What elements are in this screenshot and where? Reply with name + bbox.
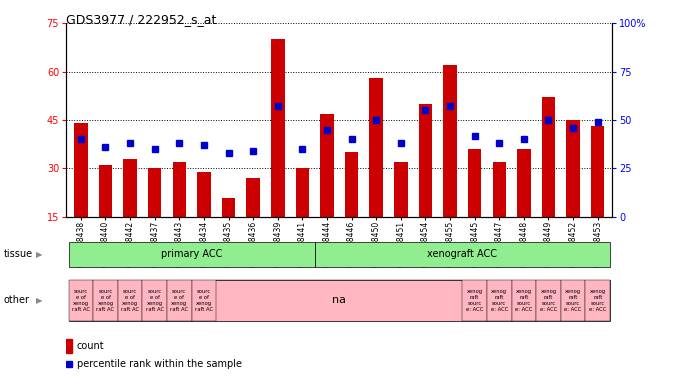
- Text: xenog
raft
sourc
e: ACC: xenog raft sourc e: ACC: [589, 289, 606, 312]
- Bar: [148, 169, 161, 217]
- Text: sourc
e of
xenog
raft AC: sourc e of xenog raft AC: [121, 289, 139, 312]
- Bar: [93, 280, 118, 321]
- Text: xenog
raft
sourc
e: ACC: xenog raft sourc e: ACC: [540, 289, 557, 312]
- Bar: [468, 149, 482, 217]
- Bar: [541, 98, 555, 217]
- Bar: [487, 280, 512, 321]
- Text: GDS3977 / 222952_s_at: GDS3977 / 222952_s_at: [66, 13, 216, 26]
- Bar: [315, 242, 610, 267]
- Text: other: other: [3, 295, 29, 306]
- Bar: [246, 178, 260, 217]
- Bar: [320, 114, 334, 217]
- Bar: [493, 162, 506, 217]
- Bar: [370, 78, 383, 217]
- Bar: [74, 123, 88, 217]
- Bar: [443, 65, 457, 217]
- Bar: [512, 280, 536, 321]
- Text: percentile rank within the sample: percentile rank within the sample: [77, 359, 242, 369]
- Bar: [462, 280, 487, 321]
- Text: count: count: [77, 341, 104, 351]
- Bar: [567, 120, 580, 217]
- Bar: [271, 39, 285, 217]
- Bar: [118, 280, 143, 321]
- Text: primary ACC: primary ACC: [161, 249, 222, 260]
- Text: xenog
raft
sourc
e: ACC: xenog raft sourc e: ACC: [564, 289, 582, 312]
- Bar: [173, 162, 186, 217]
- Bar: [536, 280, 561, 321]
- Bar: [197, 172, 211, 217]
- Bar: [69, 242, 315, 267]
- Bar: [585, 280, 610, 321]
- Bar: [517, 149, 530, 217]
- Text: sourc
e of
xenog
raft AC: sourc e of xenog raft AC: [171, 289, 189, 312]
- Text: sourc
e of
xenog
raft AC: sourc e of xenog raft AC: [97, 289, 115, 312]
- Text: xenog
raft
sourc
e: ACC: xenog raft sourc e: ACC: [466, 289, 483, 312]
- Bar: [191, 280, 216, 321]
- Text: sourc
e of
xenog
raft AC: sourc e of xenog raft AC: [145, 289, 164, 312]
- Text: xenograft ACC: xenograft ACC: [427, 249, 498, 260]
- Text: na: na: [332, 295, 347, 306]
- Text: ▶: ▶: [36, 250, 42, 259]
- Bar: [143, 280, 167, 321]
- Text: sourc
e of
xenog
raft AC: sourc e of xenog raft AC: [195, 289, 213, 312]
- Bar: [591, 126, 605, 217]
- Bar: [394, 162, 408, 217]
- Bar: [345, 152, 358, 217]
- Bar: [296, 169, 309, 217]
- Bar: [419, 104, 432, 217]
- Bar: [222, 198, 235, 217]
- Bar: [69, 280, 93, 321]
- Text: ▶: ▶: [36, 296, 42, 305]
- Text: xenog
raft
sourc
e: ACC: xenog raft sourc e: ACC: [515, 289, 532, 312]
- Text: sourc
e of
xenog
raft AC: sourc e of xenog raft AC: [72, 289, 90, 312]
- Text: tissue: tissue: [3, 249, 33, 260]
- Bar: [123, 159, 137, 217]
- Bar: [66, 339, 72, 353]
- Bar: [99, 165, 112, 217]
- Bar: [561, 280, 585, 321]
- Bar: [216, 280, 462, 321]
- Bar: [167, 280, 191, 321]
- Text: xenog
raft
sourc
e: ACC: xenog raft sourc e: ACC: [491, 289, 508, 312]
